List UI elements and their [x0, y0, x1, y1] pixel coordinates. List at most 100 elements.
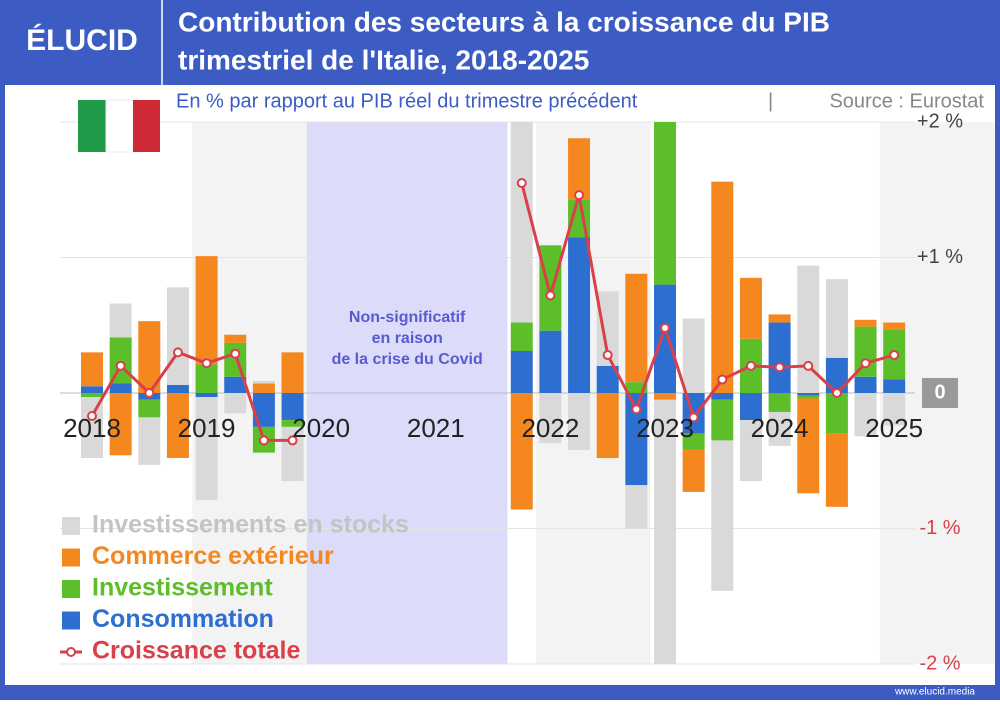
point — [774, 362, 785, 373]
point — [660, 322, 670, 333]
bar — [854, 376, 877, 393]
bar — [768, 393, 791, 412]
bar — [768, 411, 791, 446]
x-tick-label: 2020 — [292, 413, 350, 443]
point — [87, 411, 97, 422]
bar — [568, 138, 591, 200]
x-tick-label: 2019 — [178, 413, 236, 443]
bar — [224, 376, 247, 393]
point — [230, 348, 241, 359]
legend-marker — [62, 548, 80, 567]
bar — [166, 384, 189, 393]
flag — [78, 99, 160, 153]
bar — [568, 237, 591, 393]
bar — [224, 334, 247, 343]
bar — [539, 245, 562, 331]
bar — [825, 433, 848, 507]
bar — [109, 383, 132, 393]
overlay: +2 % +1 % 0 -1 % -2 % 2018 2019 2020 2021 2022 202… — [60, 110, 963, 674]
bar — [539, 393, 562, 444]
bar — [682, 433, 705, 450]
bar — [825, 279, 848, 358]
x-tick-label: 2025 — [865, 413, 923, 443]
bar — [682, 318, 705, 393]
bar — [883, 379, 906, 393]
x-tick-label: 2023 — [636, 413, 694, 443]
bar — [138, 417, 161, 465]
bar — [138, 399, 161, 418]
bar — [81, 397, 103, 459]
bar — [739, 420, 762, 482]
bar — [625, 485, 648, 529]
bar — [596, 291, 619, 366]
bar — [768, 314, 791, 323]
subtitle: En % par rapport au PIB réel du trimestr… — [176, 90, 638, 112]
bar — [281, 393, 304, 421]
bar — [510, 350, 533, 393]
bar — [109, 303, 132, 338]
bar — [854, 393, 877, 437]
bar — [682, 449, 705, 492]
bar — [625, 393, 648, 486]
bar — [510, 393, 533, 510]
bar — [166, 393, 189, 459]
legend-label: Croissance totale — [92, 637, 301, 665]
point — [516, 177, 527, 188]
chart-title: Contribution des secteurs à la croissanc… — [178, 6, 830, 37]
y-tick-label: 0 — [934, 381, 945, 403]
bar — [739, 393, 762, 421]
bar — [596, 365, 619, 393]
legend-marker — [62, 580, 80, 598]
bar — [825, 393, 848, 434]
bar — [883, 393, 906, 426]
zero-box — [922, 378, 958, 408]
bar — [195, 364, 218, 393]
point — [115, 360, 126, 371]
bar — [654, 393, 676, 400]
bar — [654, 122, 676, 285]
bar — [654, 399, 676, 664]
bar — [854, 319, 877, 327]
brand: ÉLUCID — [26, 23, 138, 57]
bar — [625, 382, 648, 393]
point — [889, 350, 900, 361]
x-tick-label: 2018 — [63, 413, 121, 443]
bar — [195, 397, 218, 501]
point — [287, 435, 298, 446]
bar — [252, 383, 275, 393]
annotation: Non-significatif — [349, 309, 466, 326]
y-tick-label: +2 % — [917, 110, 963, 132]
x-tick-label: 2024 — [751, 413, 809, 443]
point — [860, 358, 871, 369]
point — [803, 360, 814, 371]
separator-bar: | — [768, 90, 773, 112]
bar — [797, 395, 820, 399]
bar — [195, 393, 218, 398]
bar — [539, 330, 562, 393]
x-tick-label: 2021 — [407, 413, 465, 443]
y-tick-label: -2 % — [919, 652, 960, 674]
point — [688, 412, 699, 423]
point — [545, 290, 556, 301]
bar — [281, 420, 304, 427]
point — [201, 358, 212, 369]
bar — [510, 322, 533, 351]
bar — [81, 352, 103, 387]
bar — [138, 321, 161, 393]
bar — [854, 326, 877, 377]
bar — [510, 122, 533, 323]
bar — [739, 277, 762, 339]
point — [258, 435, 269, 446]
bar — [797, 393, 820, 396]
legend-label: Investissement — [92, 574, 273, 602]
bar — [711, 440, 734, 591]
bar — [768, 322, 791, 393]
point — [717, 374, 728, 385]
bar — [195, 256, 218, 365]
point — [144, 388, 155, 398]
bar — [81, 386, 103, 393]
bar — [797, 265, 820, 393]
bar — [568, 393, 591, 450]
legend-marker — [66, 647, 76, 657]
